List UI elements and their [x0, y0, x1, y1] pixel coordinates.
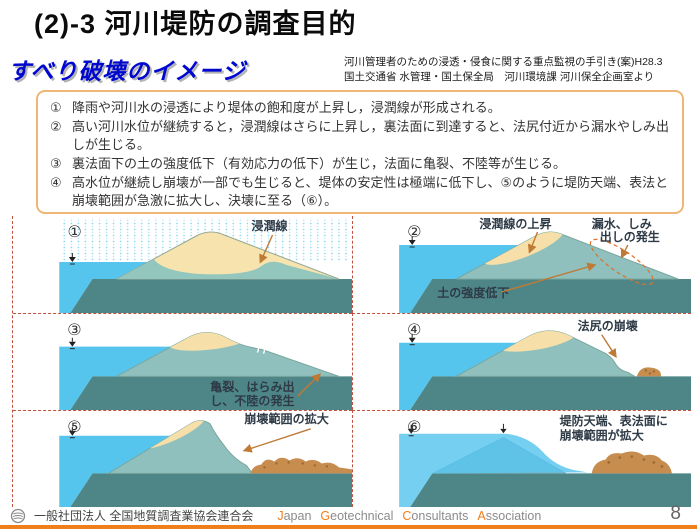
water-level-icon — [68, 337, 76, 350]
label-crack-2: し、不陸の発生 — [210, 393, 294, 408]
source-line-2: 国土交通省 水管理・国土保全局 河川環境課 河川保全企画室より — [344, 70, 655, 83]
org-en-word-1: Japan — [277, 508, 312, 523]
panel-number: ⑤ — [67, 419, 81, 436]
ground — [70, 279, 352, 313]
ground — [410, 376, 691, 410]
diagram-panel-6: ⑥ 堤防天端、表法面に 崩壊範囲が拡大 — [352, 410, 691, 507]
arrow-leak — [620, 244, 630, 259]
toe-rubble — [636, 367, 661, 377]
step-text: 裏法面下の土の強度低下（有効応力の低下）が生じ，法面に亀裂、不陸等が生じる。 — [72, 155, 567, 171]
step-text: 高い河川水位が継続すると，浸潤線はさらに上昇し，裏法面に到達すると、法尻付近から… — [72, 118, 669, 152]
water-level-icon — [408, 333, 416, 346]
diagram-panel-5: ⑤ 崩壊範囲の拡大 — [13, 410, 352, 507]
step-number: ① — [50, 100, 62, 115]
step-text: 降雨や河川水の浸透により堤体の飽和度が上昇し，浸潤線が形成される。 — [72, 100, 501, 115]
ground — [70, 376, 352, 410]
river-water — [399, 342, 518, 410]
label-soil-strength: 土の強度低下 — [437, 285, 509, 300]
step-number: ④ — [50, 174, 62, 190]
panel-number: ④ — [407, 322, 421, 339]
source-credit: 河川管理者のための浸透・侵食に関する重点監視の手引き(案)H28.3 国土交通省… — [344, 55, 696, 84]
unsaturated-zone — [496, 330, 577, 352]
diagram-panel-1: ① 浸潤線 — [13, 216, 352, 313]
river-water — [59, 346, 171, 410]
arrow-seepage-rise — [527, 231, 539, 254]
crest-marker-icon — [500, 423, 507, 434]
label-seepage-rise: 浸潤線の上昇 — [479, 216, 551, 231]
panel-number: ② — [407, 223, 421, 241]
org-en-word-4: Association — [477, 508, 542, 523]
diagram-panel-3: ③ 亀裂、はらみ出 し、不陸の発生 — [13, 313, 352, 410]
diagram-grid: ① 浸潤線 ② 浸潤線の上昇 — [12, 216, 691, 507]
ground — [410, 279, 691, 313]
jgca-logo-icon — [10, 508, 26, 523]
arrow-toe-collapse — [601, 334, 617, 359]
org-name-jp: 一般社団法人 全国地質調査業協会連合会 — [34, 509, 254, 523]
label-crack-1: 亀裂、はらみ出 — [210, 379, 294, 394]
crack-marks — [256, 343, 266, 354]
saturated-zone — [116, 259, 339, 279]
process-step-2: ② 高い河川水位が継続すると，浸潤線はさらに上昇し，裏法面に到達すると、法尻付近… — [50, 118, 670, 154]
section-subtitle: すべり破壊のイメージ — [8, 58, 246, 84]
label-crest-collapse-2: 崩壊範囲が拡大 — [560, 428, 644, 443]
label-collapse-expand: 崩壊範囲の拡大 — [244, 411, 328, 426]
water-level-icon — [408, 236, 416, 248]
river-water — [59, 435, 171, 507]
step-number: ② — [50, 118, 62, 134]
step-number: ③ — [50, 155, 62, 171]
ground — [410, 473, 691, 507]
panel-number: ① — [67, 223, 81, 241]
water-level-icon — [68, 426, 76, 439]
footer: 一般社団法人 全国地質調査業協会連合会 Japan Geotechnical C… — [10, 507, 541, 524]
label-leak-2: 出しの発生 — [600, 229, 660, 244]
step-text: 高水位が継続し崩壊が一部でも生じると、堤体の安定性は極端に低下し、⑤のように堤防… — [72, 174, 669, 208]
ground — [70, 473, 352, 507]
process-step-4: ④ 高水位が継続し崩壊が一部でも生じると、堤体の安定性は極端に低下し、⑤のように… — [50, 174, 670, 210]
page-title: (2)-3 河川堤防の調査目的 — [34, 9, 357, 39]
flood-water — [399, 433, 588, 507]
label-toe-collapse: 法尻の崩壊 — [578, 318, 638, 333]
diagram-panel-2: ② 浸潤線の上昇 漏水、しみ 出しの発生 土の強度低下 — [352, 216, 691, 313]
label-seepage-line: 浸潤線 — [251, 218, 287, 233]
org-name-en: Japan Geotechnical Consultants Associati… — [277, 509, 541, 523]
arrow-crack — [297, 373, 322, 397]
arrow-soil-strength — [501, 262, 597, 293]
footer-accent-bar — [0, 525, 697, 529]
panel-number: ③ — [67, 322, 81, 339]
breach-rubble — [591, 451, 672, 474]
water-level-icon — [407, 424, 415, 437]
page-number: 8 — [670, 503, 681, 524]
label-leak-1: 漏水、しみ — [592, 216, 652, 231]
process-step-3: ③ 裏法面下の土の強度低下（有効応力の低下）が生じ，法面に亀裂、不陸等が生じる。 — [50, 155, 670, 173]
org-en-word-3: Consultants — [402, 508, 469, 523]
panel-number: ⑥ — [407, 419, 421, 436]
collapse-rubble — [250, 457, 352, 474]
process-list-box: ① 降雨や河川水の浸透により堤体の飽和度が上昇し，浸潤線が形成される。 ② 高い… — [36, 90, 684, 214]
process-step-1: ① 降雨や河川水の浸透により堤体の飽和度が上昇し，浸潤線が形成される。 — [50, 99, 670, 117]
unsaturated-zone — [482, 232, 565, 265]
org-en-word-2: Geotechnical — [320, 508, 394, 523]
arrow-seepage-line — [259, 234, 274, 264]
water-level-icon — [68, 253, 76, 265]
arrow-collapse-expand — [242, 428, 311, 453]
diagram-panel-4: ④ 法尻の崩壊 — [352, 313, 691, 410]
label-crest-collapse-1: 堤防天端、表法面に — [560, 413, 668, 428]
river-water — [399, 245, 520, 313]
source-line-1: 河川管理者のための浸透・侵食に関する重点監視の手引き(案)H28.3 — [344, 56, 663, 68]
river-water — [59, 262, 148, 313]
